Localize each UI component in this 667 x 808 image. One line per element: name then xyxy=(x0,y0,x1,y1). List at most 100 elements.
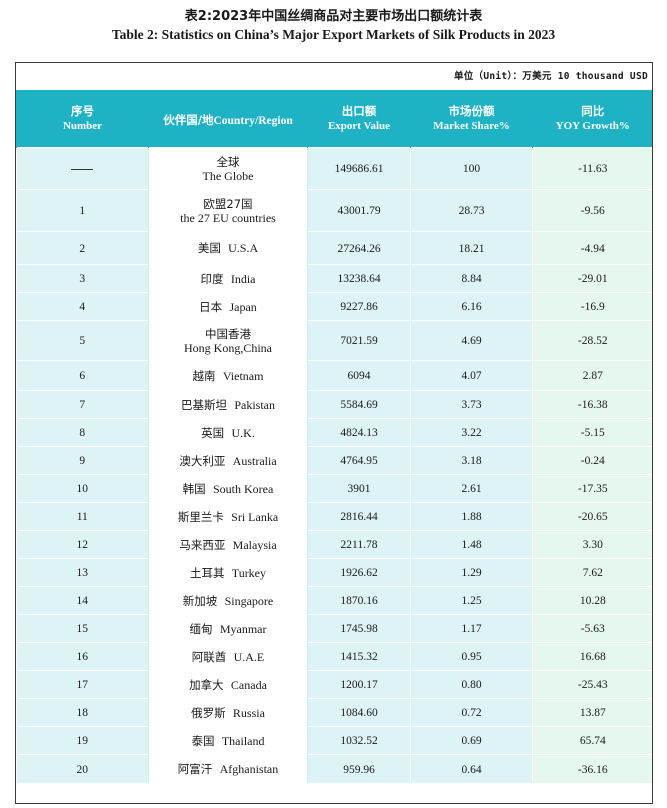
cell-number: 1 xyxy=(16,189,149,232)
market-share: 3.73 xyxy=(461,399,482,411)
cell-market-share: 3.22 xyxy=(410,418,533,447)
cell-yoy-growth: -16.38 xyxy=(532,390,652,419)
cell-partner: 中国香港 Hong Kong,China xyxy=(148,320,308,361)
row-number: 6 xyxy=(79,370,86,382)
header-row: 序号 Number 伙伴国/地Country/Region 出口额 Export… xyxy=(16,90,652,148)
row-number: 7 xyxy=(79,399,86,411)
cell-yoy-growth: -4.94 xyxy=(532,231,652,265)
yoy-growth: 3.30 xyxy=(582,539,603,551)
partner-name-en: U.K. xyxy=(231,425,255,440)
cell-number: 16 xyxy=(16,642,149,671)
row-number: 9 xyxy=(79,455,86,467)
cell-yoy-growth: -20.65 xyxy=(532,502,652,531)
yoy-growth: -16.38 xyxy=(577,399,608,411)
partner-name-en: Thailand xyxy=(221,733,265,748)
partner-name-cn: 缅甸 xyxy=(189,621,213,636)
partner-name-en: India xyxy=(230,271,256,286)
export-value: 4824.13 xyxy=(340,427,378,439)
cell-market-share: 0.64 xyxy=(410,754,533,783)
export-value: 5584.69 xyxy=(340,399,378,411)
partner-name-cn: 加拿大 xyxy=(189,677,224,692)
cell-yoy-growth: 13.87 xyxy=(532,698,652,727)
export-value: 2816.44 xyxy=(340,511,378,523)
table-row: 20 阿富汗 Afghanistan 959.96 0.64 -36.16 xyxy=(16,754,652,783)
cell-yoy-growth: -5.15 xyxy=(532,418,652,447)
header-yoy-en: YOY Growth% xyxy=(555,120,630,132)
cell-market-share: 28.73 xyxy=(410,189,533,232)
cell-number: 7 xyxy=(16,390,149,419)
export-value: 1926.62 xyxy=(340,567,378,579)
export-value: 43001.79 xyxy=(337,205,381,217)
table-row: 5 中国香港 Hong Kong,China 7021.59 4.69 -28.52 xyxy=(16,320,652,361)
cell-yoy-growth: -17.35 xyxy=(532,474,652,503)
partner-name-cn: 泰国 xyxy=(191,733,215,748)
header-share-cn: 市场份额 xyxy=(448,104,495,118)
cell-number: 9 xyxy=(16,446,149,475)
yoy-growth: -25.43 xyxy=(577,679,608,691)
table-row: 4 日本 Japan 9227.86 6.16 -16.9 xyxy=(16,292,652,321)
yoy-growth: 13.87 xyxy=(579,707,606,719)
cell-partner: 土耳其 Turkey xyxy=(148,558,308,587)
cell-export-value: 43001.79 xyxy=(307,189,411,232)
yoy-growth: 10.28 xyxy=(579,595,606,607)
cell-export-value: 1745.98 xyxy=(307,614,411,643)
export-value: 27264.26 xyxy=(337,242,381,255)
row-number: 12 xyxy=(76,539,89,551)
table-row: 1 欧盟27国 the 27 EU countries 43001.79 28.73 -9… xyxy=(16,189,652,232)
cell-number: 14 xyxy=(16,586,149,615)
yoy-growth: -17.35 xyxy=(577,483,608,495)
table-frame: 单位（Unit）：万美元 10 thousand USD 序号 Number 伙… xyxy=(15,62,653,804)
cell-market-share: 1.17 xyxy=(410,614,533,643)
yoy-growth: -5.15 xyxy=(580,427,605,439)
cell-partner: 印度 India xyxy=(148,264,308,293)
market-share: 100 xyxy=(462,163,481,175)
cell-market-share: 4.07 xyxy=(410,360,533,391)
cell-partner: 全球 The Globe xyxy=(148,147,308,190)
row-number: 10 xyxy=(76,483,89,495)
market-share: 4.07 xyxy=(461,370,482,382)
table-row: 10 韩国 South Korea 3901 2.61 -17.35 xyxy=(16,474,652,503)
cell-market-share: 1.29 xyxy=(410,558,533,587)
partner-name-cn: 阿富汗 xyxy=(177,762,213,776)
partner-name-en: Australia xyxy=(232,453,277,468)
cell-yoy-growth: -5.63 xyxy=(532,614,652,643)
table-row: 7 巴基斯坦 Pakistan 5584.69 3.73 -16.38 xyxy=(16,390,652,419)
market-share: 4.69 xyxy=(461,335,482,347)
cell-yoy-growth: 3.30 xyxy=(532,530,652,559)
partner-name-en: the 27 EU countries xyxy=(180,210,276,225)
cell-yoy-growth: 16.68 xyxy=(532,642,652,671)
cell-export-value: 6094 xyxy=(307,360,411,391)
cell-partner: 欧盟27国 the 27 EU countries xyxy=(148,189,308,232)
cell-market-share: 1.48 xyxy=(410,530,533,559)
partner-name-cn: 澳大利亚 xyxy=(179,453,226,468)
market-share: 0.72 xyxy=(461,707,482,719)
cell-export-value: 2816.44 xyxy=(307,502,411,531)
yoy-growth: -4.94 xyxy=(580,242,605,255)
partner-name-cn: 土耳其 xyxy=(189,565,225,580)
yoy-growth: -5.63 xyxy=(580,623,605,635)
cell-export-value: 1926.62 xyxy=(307,558,411,587)
cell-number: 20 xyxy=(16,754,149,783)
cell-yoy-growth: -9.56 xyxy=(532,189,652,232)
export-value: 1200.17 xyxy=(340,679,378,691)
table-row: 9 澳大利亚 Australia 4764.95 3.18 -0.24 xyxy=(16,446,652,475)
export-value: 1084.60 xyxy=(340,707,378,719)
cell-yoy-growth: -28.52 xyxy=(532,320,652,361)
export-value: 3901 xyxy=(347,483,371,495)
cell-export-value: 5584.69 xyxy=(307,390,411,419)
cell-market-share: 0.72 xyxy=(410,698,533,727)
partner-name-cn: 全球 xyxy=(216,154,240,169)
cell-market-share: 0.69 xyxy=(410,726,533,755)
export-value: 149686.61 xyxy=(334,163,384,175)
partner-name-cn: 斯里兰卡 xyxy=(177,509,224,524)
yoy-growth: 16.68 xyxy=(579,651,606,663)
cell-yoy-growth: 65.74 xyxy=(532,726,652,755)
cell-partner: 阿联酋 U.A.E xyxy=(148,642,308,671)
cell-partner: 俄罗斯 Russia xyxy=(148,698,308,727)
cell-number: 5 xyxy=(16,320,149,361)
cell-market-share: 3.18 xyxy=(410,446,533,475)
table-row: 16 阿联酋 U.A.E 1415.32 0.95 16.68 xyxy=(16,642,652,671)
partner-name-en: Canada xyxy=(230,677,267,692)
yoy-growth: -11.63 xyxy=(578,163,608,175)
table-row: 8 英国 U.K. 4824.13 3.22 -5.15 xyxy=(16,418,652,447)
